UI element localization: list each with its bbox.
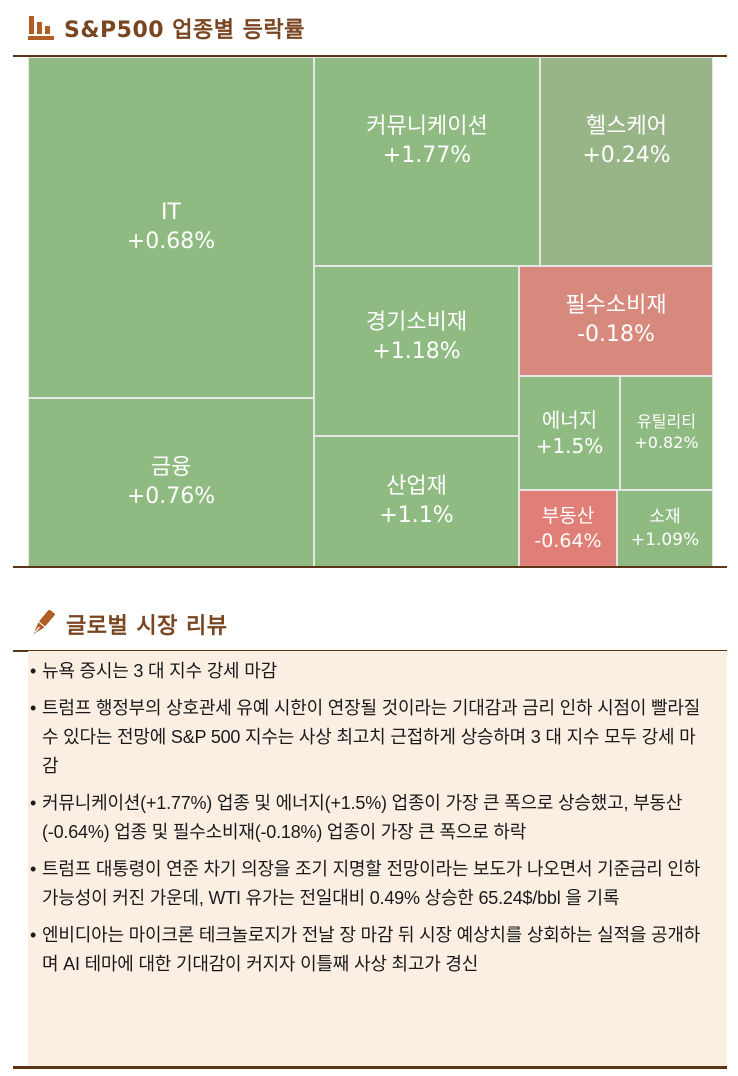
review-text: 트럼프 행정부의 상호관세 유예 시한이 연장될 것이라는 기대감과 금리 인하… bbox=[42, 698, 701, 776]
tile-value: +0.76% bbox=[126, 483, 216, 509]
tile-communication: 커뮤니케이션 +1.77% bbox=[314, 57, 540, 266]
bullet: • bbox=[30, 661, 37, 681]
bullet: • bbox=[30, 793, 37, 813]
review-text: 커뮤니케이션(+1.77%) 업종 및 에너지(+1.5%) 업종이 가장 큰 … bbox=[42, 793, 683, 842]
tile-name: 부동산 bbox=[541, 504, 595, 527]
bullet: • bbox=[30, 859, 37, 879]
tile-value: +0.68% bbox=[126, 228, 216, 254]
section-title-text: S&P500 업종별 등락률 bbox=[64, 18, 305, 43]
review-section-title: 글로벌 시장 리뷰 bbox=[28, 608, 228, 640]
review-item: • 엔비디아는 마이크론 테크놀로지가 전날 장 마감 뒤 시장 예상치를 상회하… bbox=[28, 921, 727, 979]
review-text: 엔비디아는 마이크론 테크놀로지가 전날 장 마감 뒤 시장 예상치를 상회하는… bbox=[42, 925, 701, 974]
tile-value: +1.18% bbox=[372, 339, 461, 364]
market-review-box: • 뉴욕 증시는 3 대 지수 강세 마감 • 트럼프 행정부의 상호관세 유예 시… bbox=[28, 651, 727, 1067]
review-item: • 뉴욕 증시는 3 대 지수 강세 마감 bbox=[28, 657, 727, 686]
tile-consumer-staples: 필수소비재 -0.18% bbox=[519, 266, 713, 376]
tile-name: 금융 bbox=[150, 454, 192, 480]
tile-financials: 금융 +0.76% bbox=[28, 398, 314, 567]
tile-name: 경기소비재 bbox=[365, 310, 468, 336]
tile-name: 유틸리티 bbox=[637, 412, 696, 432]
tile-name: 소재 bbox=[649, 507, 681, 528]
bar-chart-icon bbox=[28, 16, 54, 40]
tile-consumer-discretionary: 경기소비재 +1.18% bbox=[314, 266, 519, 436]
tile-value: +1.5% bbox=[535, 434, 604, 458]
tile-name: 에너지 bbox=[541, 408, 598, 432]
section-divider bbox=[13, 55, 727, 57]
tile-value: +0.24% bbox=[582, 142, 671, 168]
tile-value: -0.64% bbox=[534, 529, 602, 552]
review-bottom-rule bbox=[13, 1066, 727, 1069]
tile-it: IT +0.68% bbox=[28, 57, 314, 398]
review-item: • 트럼프 행정부의 상호관세 유예 시한이 연장될 것이라는 기대감과 금리 인… bbox=[28, 694, 727, 781]
tile-name: 필수소비재 bbox=[565, 293, 667, 319]
review-list: • 뉴욕 증시는 3 대 지수 강세 마감 • 트럼프 행정부의 상호관세 유예 시… bbox=[28, 651, 727, 979]
tile-name: 커뮤니케이션 bbox=[366, 113, 488, 139]
fountain-pen-icon bbox=[28, 609, 56, 638]
review-text: 트럼프 대통령이 연준 차기 의장을 조기 지명할 전망이라는 보도가 나오면서… bbox=[42, 859, 701, 908]
review-item: • 트럼프 대통령이 연준 차기 의장을 조기 지명할 전망이라는 보도가 나오면… bbox=[28, 855, 727, 913]
tile-utilities: 유틸리티 +0.82% bbox=[620, 376, 713, 490]
treemap-section-title: S&P500 업종별 등락률 bbox=[28, 12, 305, 44]
tile-materials: 소재 +1.09% bbox=[617, 490, 713, 567]
tile-name: IT bbox=[161, 199, 181, 225]
tile-value: -0.18% bbox=[577, 322, 655, 347]
treemap-bottom-rule bbox=[13, 566, 727, 568]
tile-name: 산업재 bbox=[386, 473, 447, 499]
bullet: • bbox=[30, 698, 37, 718]
tile-energy: 에너지 +1.5% bbox=[519, 376, 620, 490]
tile-value: +1.09% bbox=[630, 529, 700, 550]
tile-value: +1.1% bbox=[379, 502, 454, 528]
tile-value: +0.82% bbox=[634, 433, 699, 452]
tile-value: +1.77% bbox=[382, 142, 472, 168]
tile-real-estate: 부동산 -0.64% bbox=[519, 490, 617, 567]
review-text: 뉴욕 증시는 3 대 지수 강세 마감 bbox=[42, 661, 277, 681]
sector-treemap: IT +0.68% 금융 +0.76% 커뮤니케이션 +1.77% 헬스케어 +… bbox=[28, 57, 713, 567]
bullet: • bbox=[30, 925, 37, 945]
section-title-text: 글로벌 시장 리뷰 bbox=[66, 614, 228, 639]
tile-healthcare: 헬스케어 +0.24% bbox=[540, 57, 713, 266]
tile-industrials: 산업재 +1.1% bbox=[314, 436, 519, 567]
review-item: • 커뮤니케이션(+1.77%) 업종 및 에너지(+1.5%) 업종이 가장 큰… bbox=[28, 789, 727, 847]
tile-name: 헬스케어 bbox=[586, 113, 667, 139]
